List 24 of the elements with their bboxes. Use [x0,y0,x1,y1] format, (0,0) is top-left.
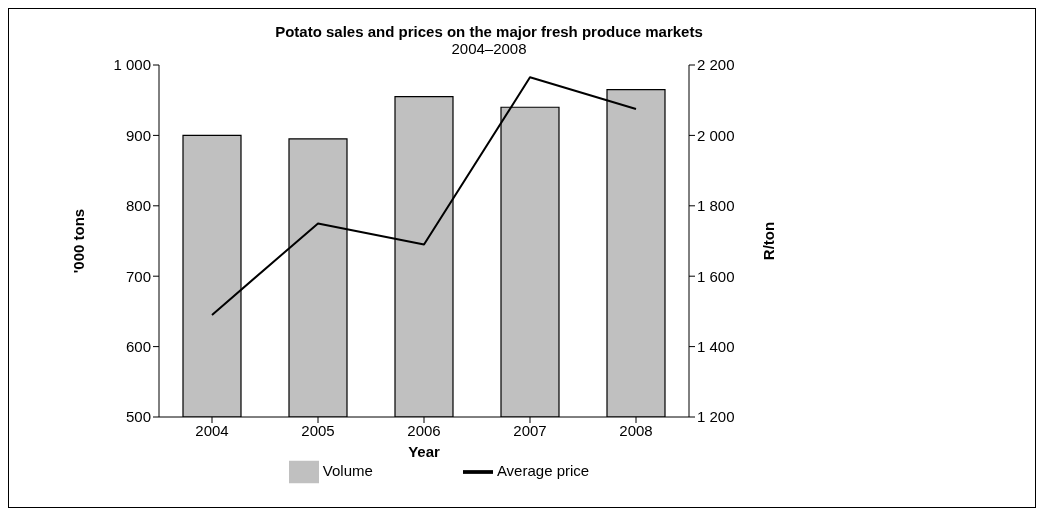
y-tick-label: 900 [125,126,151,144]
y2-tick-label: 1 200 [697,408,735,426]
x-tick-label: 2007 [513,421,547,439]
y-tick-label: 700 [125,267,151,285]
y-tick-label: 500 [125,408,151,426]
x-axis-title: Year [408,443,441,460]
y2-tick-label: 1 800 [697,197,735,215]
chart-title: Potato sales and prices on the major fresh produce markets [274,23,704,40]
x-tick-label: 2004 [195,421,229,439]
y-tick-label: 1 000 [113,56,151,74]
y-tick-label: 600 [125,337,151,355]
y-axis-title: '000 tons [70,208,88,274]
y2-tick-label: 2 000 [697,126,735,144]
y2-axis-title: R/ton [760,221,778,261]
y2-tick-label: 2 200 [697,56,735,74]
y2-tick-label: 1 600 [697,267,735,285]
legend-label: Volume [322,461,373,479]
x-tick-label: 2005 [301,421,335,439]
legend-label: Average price [496,461,590,479]
chart-subtitle: 2004–2008 [450,40,528,57]
y2-tick-label: 1 400 [697,337,735,355]
x-tick-label: 2008 [619,421,653,439]
y-tick-label: 800 [125,197,151,215]
x-tick-label: 2006 [407,421,441,439]
